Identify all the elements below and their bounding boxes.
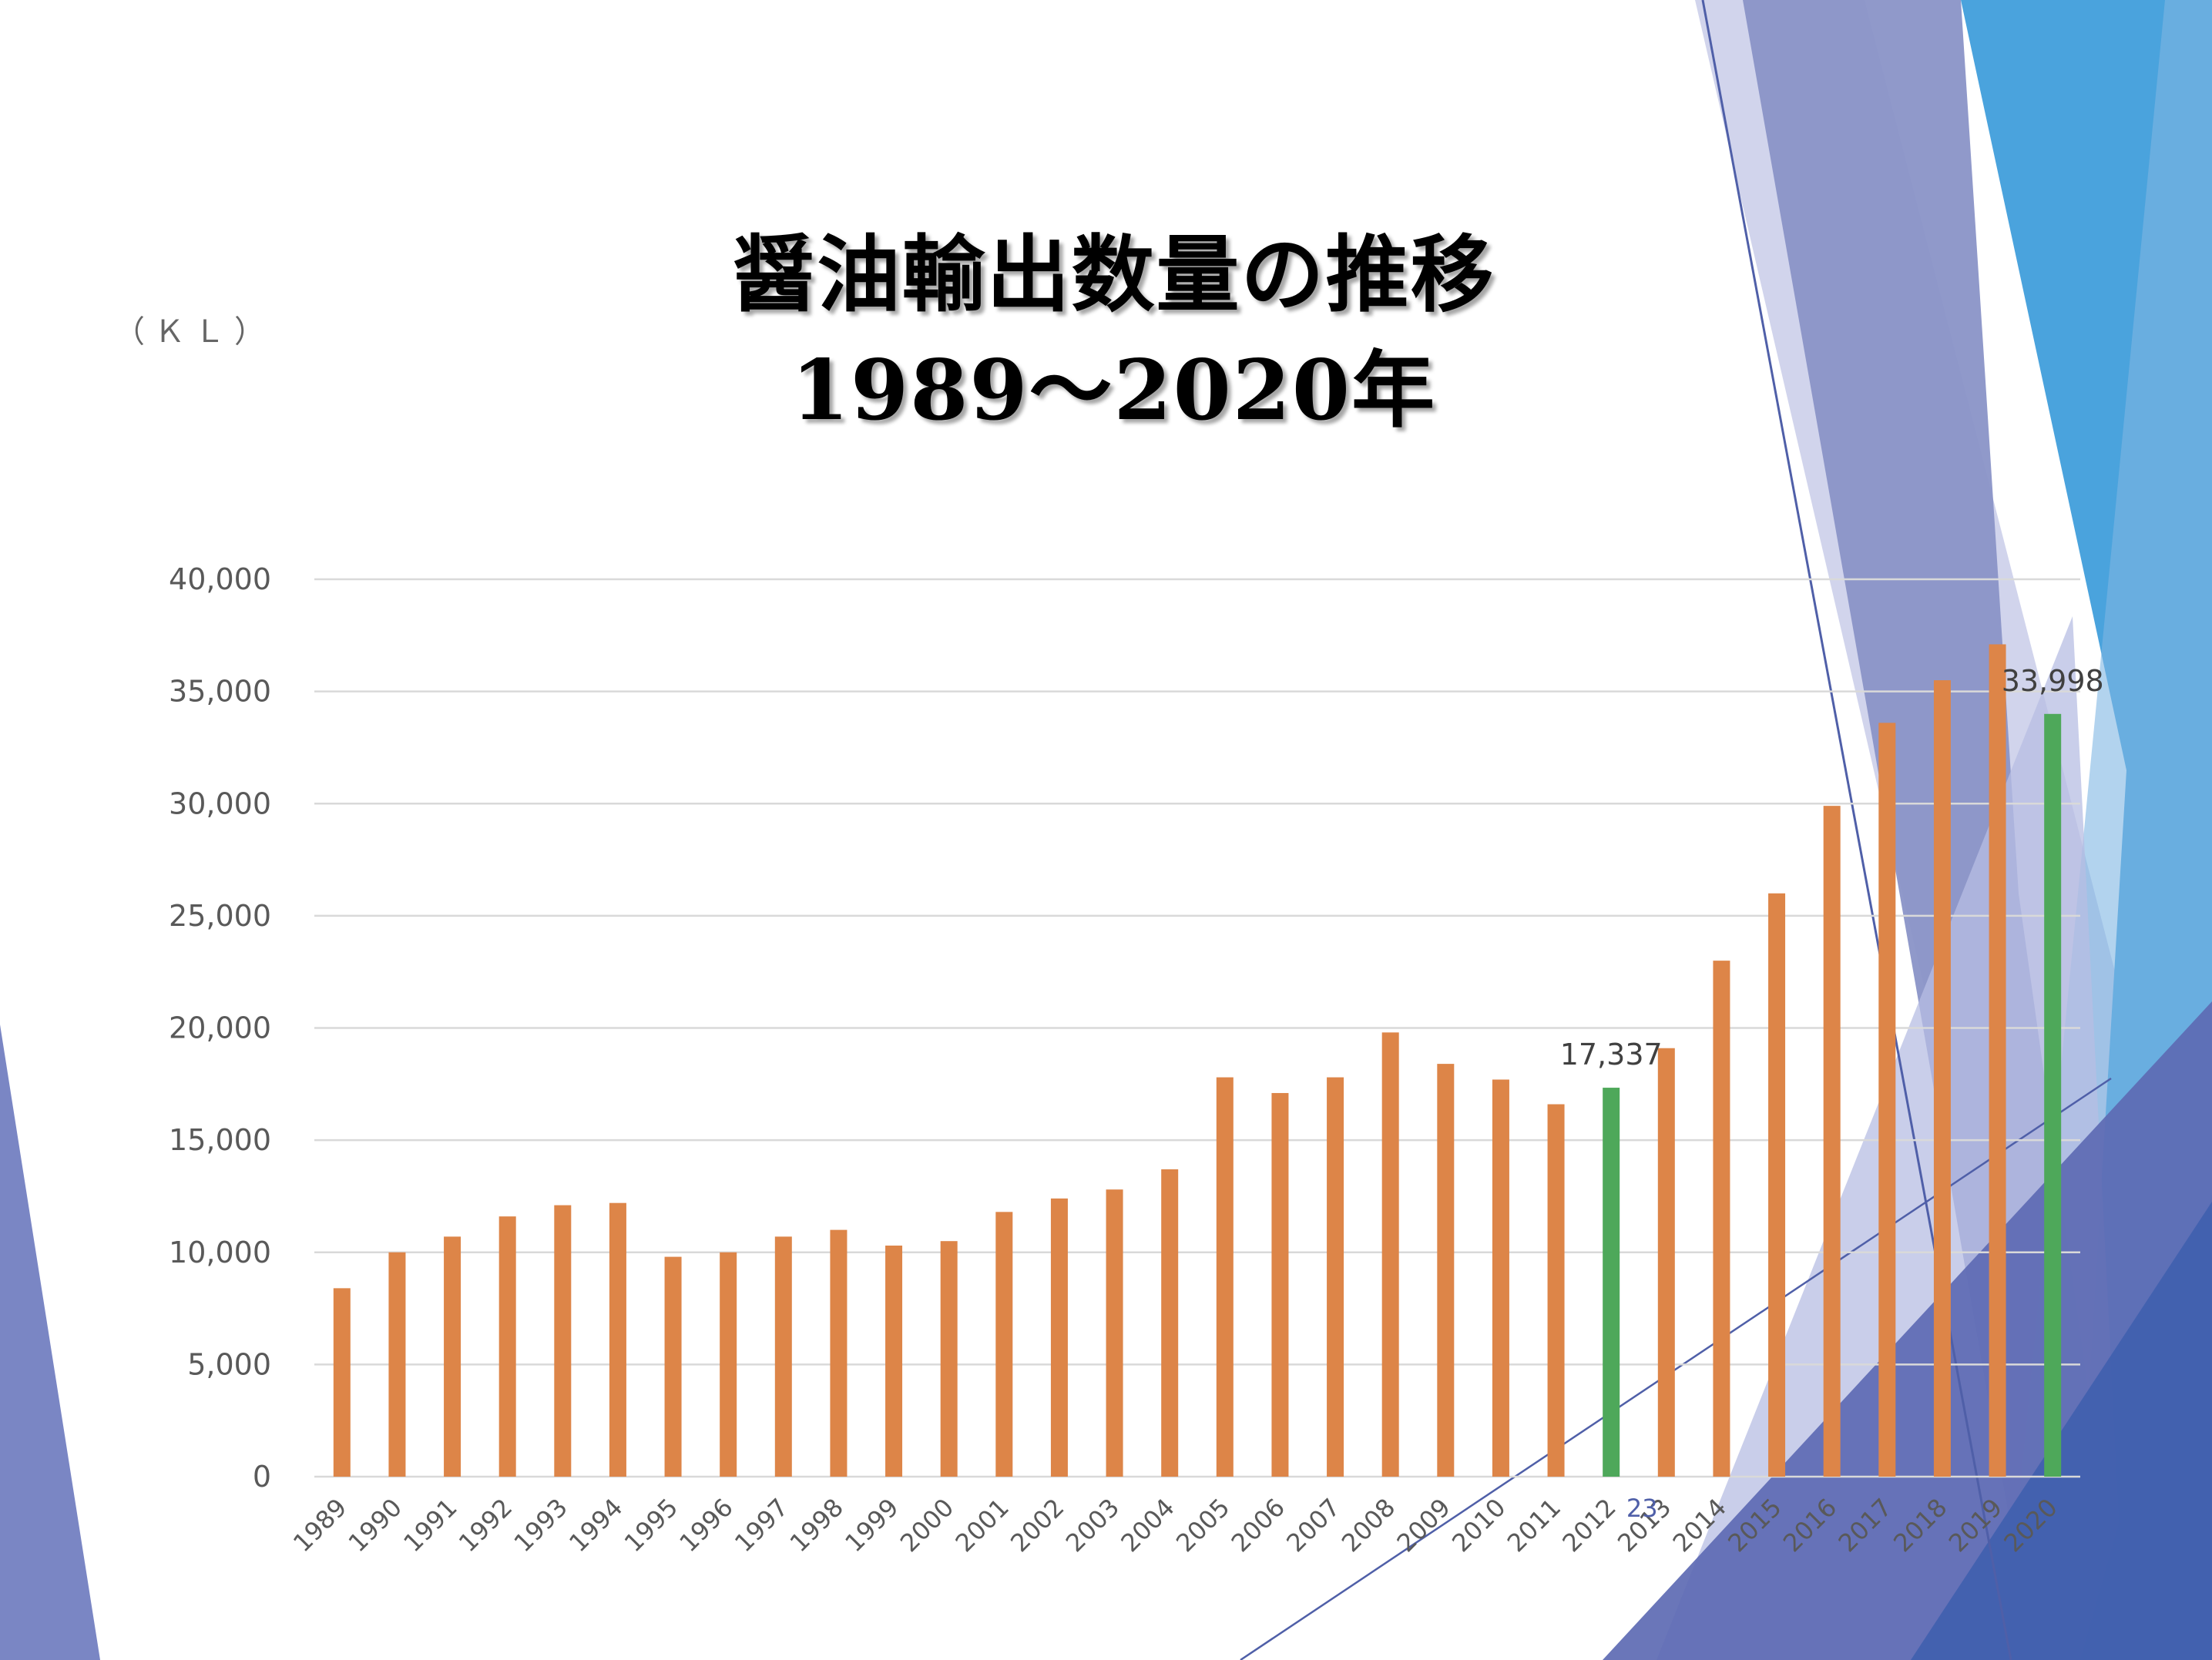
gridlines bbox=[314, 578, 2080, 1478]
bar-2016 bbox=[1823, 806, 1841, 1477]
x-tick-label: 2000 bbox=[895, 1493, 959, 1558]
x-tick-label: 2008 bbox=[1336, 1493, 1401, 1558]
bar-1990 bbox=[388, 1252, 406, 1477]
y-tick-label: 20,000 bbox=[169, 1011, 271, 1045]
y-axis-ticks: 0 5,000 10,000 15,000 20,000 25,000 30,000 35,0… bbox=[169, 562, 271, 1494]
x-tick-label: 1992 bbox=[453, 1493, 518, 1558]
x-tick-label: 1998 bbox=[784, 1493, 849, 1558]
bar-2005 bbox=[1216, 1077, 1234, 1477]
bar-1992 bbox=[498, 1216, 516, 1477]
x-tick-label: 2019 bbox=[1943, 1493, 2008, 1558]
bar-2017 bbox=[1878, 723, 1896, 1477]
bar-2006 bbox=[1271, 1092, 1289, 1477]
bar-2002 bbox=[1050, 1198, 1068, 1477]
x-tick-label: 2014 bbox=[1667, 1493, 1732, 1558]
bar-1991 bbox=[444, 1236, 462, 1477]
bar-1994 bbox=[609, 1202, 626, 1477]
y-tick-label: 30,000 bbox=[169, 786, 271, 820]
bar-1998 bbox=[830, 1229, 848, 1477]
bar-2007 bbox=[1327, 1077, 1344, 1477]
deco-triangle-deep bbox=[1911, 1202, 2212, 1660]
x-tick-label: 2015 bbox=[1722, 1493, 1787, 1558]
x-tick-label: 2007 bbox=[1281, 1493, 1345, 1558]
bar-1995 bbox=[664, 1256, 682, 1477]
y-tick-label: 25,000 bbox=[169, 899, 271, 933]
bar-2003 bbox=[1106, 1189, 1123, 1477]
bar-2019 bbox=[1989, 644, 2006, 1477]
x-tick-label: 1994 bbox=[563, 1493, 628, 1558]
x-tick-label: 2011 bbox=[1502, 1493, 1566, 1558]
x-tick-label: 1990 bbox=[343, 1493, 408, 1558]
bar-1996 bbox=[720, 1252, 737, 1477]
x-tick-label: 2016 bbox=[1777, 1493, 1842, 1558]
y-tick-label: 40,000 bbox=[169, 562, 271, 596]
x-axis-ticks: 1989199019911992199319941995199619971998… bbox=[287, 1493, 2063, 1558]
x-tick-label: 2010 bbox=[1446, 1493, 1511, 1558]
x-tick-label: 2020 bbox=[1998, 1493, 2063, 1558]
x-tick-label: 2002 bbox=[1005, 1493, 1069, 1558]
y-tick-label: 10,000 bbox=[169, 1236, 271, 1269]
x-tick-label: 1996 bbox=[673, 1493, 738, 1558]
bar-2009 bbox=[1437, 1064, 1455, 1477]
bar-2014 bbox=[1713, 961, 1730, 1477]
x-tick-label: 2012 bbox=[1556, 1493, 1621, 1558]
bar-2000 bbox=[940, 1241, 958, 1477]
bar-1993 bbox=[554, 1205, 572, 1477]
x-tick-label: 1997 bbox=[729, 1493, 794, 1558]
deco-left-ribbon bbox=[0, 1025, 100, 1660]
x-tick-label: 1995 bbox=[619, 1493, 683, 1558]
bars bbox=[333, 644, 2062, 1477]
unit-label: （ＫＬ） bbox=[114, 314, 274, 350]
bar-2015 bbox=[1768, 893, 1786, 1477]
x-tick-label: 1989 bbox=[287, 1493, 352, 1558]
x-tick-label: 1991 bbox=[398, 1493, 462, 1558]
bar-1999 bbox=[885, 1246, 903, 1477]
bar-2013 bbox=[1657, 1048, 1675, 1477]
x-tick-label: 2018 bbox=[1888, 1493, 1952, 1558]
y-tick-label: 0 bbox=[253, 1460, 271, 1494]
x-tick-label: 2003 bbox=[1060, 1493, 1125, 1558]
bar-1989 bbox=[333, 1288, 351, 1477]
y-tick-label: 35,000 bbox=[169, 675, 271, 709]
bar-2008 bbox=[1381, 1032, 1399, 1477]
x-tick-label: 2009 bbox=[1391, 1493, 1456, 1558]
deco-line-1 bbox=[1701, 0, 2012, 1660]
y-tick-label: 15,000 bbox=[169, 1123, 271, 1157]
x-tick-label: 2017 bbox=[1833, 1493, 1898, 1558]
data-labels: 17,337 33,998 23 bbox=[1560, 664, 2104, 1523]
chart-title-line-2: 1989～2020年 bbox=[790, 342, 1437, 439]
chart-title-line-1: 醤油輸出数量の推移 bbox=[732, 226, 1495, 324]
y-tick-label: 5,000 bbox=[187, 1347, 271, 1381]
data-label-2012: 17,337 bbox=[1560, 1038, 1663, 1071]
bar-2001 bbox=[995, 1212, 1013, 1477]
annotation-label: 23 bbox=[1626, 1494, 1658, 1523]
bar-2011 bbox=[1547, 1104, 1565, 1477]
bar-2004 bbox=[1161, 1169, 1179, 1477]
bar-2020 bbox=[2044, 713, 2062, 1477]
bar-2018 bbox=[1933, 680, 1951, 1477]
deco-line-2 bbox=[1240, 1077, 2112, 1660]
bar-2012 bbox=[1603, 1088, 1620, 1477]
x-tick-label: 2006 bbox=[1226, 1493, 1291, 1558]
x-tick-label: 1993 bbox=[509, 1493, 573, 1558]
bar-1997 bbox=[774, 1236, 792, 1477]
x-tick-label: 2001 bbox=[950, 1493, 1015, 1558]
x-tick-label: 1999 bbox=[839, 1493, 904, 1558]
data-label-2020: 33,998 bbox=[2002, 664, 2104, 698]
bar-2010 bbox=[1492, 1079, 1509, 1477]
x-tick-label: 2005 bbox=[1170, 1493, 1235, 1558]
x-tick-label: 2004 bbox=[1115, 1493, 1180, 1558]
